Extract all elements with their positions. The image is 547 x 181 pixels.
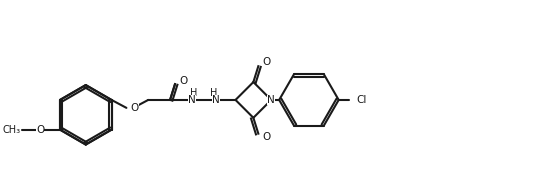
Text: O: O — [130, 103, 138, 113]
Text: H: H — [210, 88, 217, 98]
Text: H: H — [190, 88, 197, 98]
Text: O: O — [263, 132, 271, 142]
Text: O: O — [36, 125, 44, 135]
Text: N: N — [188, 95, 196, 105]
Text: N: N — [212, 95, 219, 105]
Text: N: N — [267, 95, 275, 105]
Text: CH₃: CH₃ — [2, 125, 20, 135]
Text: Cl: Cl — [357, 95, 367, 105]
Text: O: O — [263, 57, 271, 67]
Text: O: O — [179, 76, 187, 86]
